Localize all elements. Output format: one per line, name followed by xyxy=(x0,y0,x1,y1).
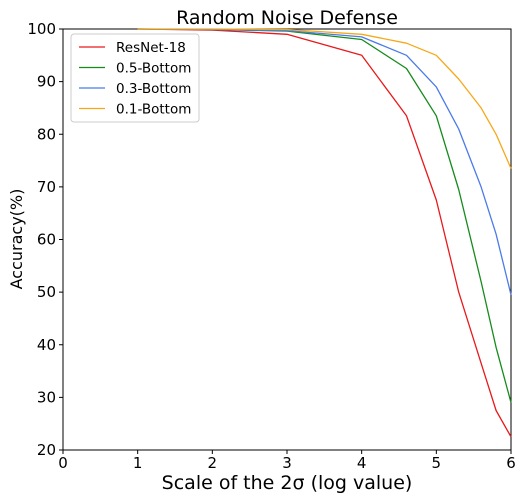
y-tick-label: 90 xyxy=(37,73,56,91)
legend-entry: 0.5-Bottom xyxy=(116,61,191,77)
x-tick-label: 6 xyxy=(506,454,515,472)
y-axis-label: Accuracy(%) xyxy=(7,189,26,290)
x-tick-label: 4 xyxy=(357,454,367,472)
y-tick-label: 30 xyxy=(37,388,56,406)
x-tick-label: 2 xyxy=(208,454,218,472)
x-tick-label: 3 xyxy=(282,454,292,472)
series-line-resnet-18 xyxy=(137,28,512,438)
series-lines xyxy=(137,28,512,438)
y-tick-label: 80 xyxy=(37,125,56,143)
y-tick-label: 70 xyxy=(37,178,56,196)
legend-entry: 0.1-Bottom xyxy=(116,102,191,118)
series-line-0-3-bottom xyxy=(137,28,512,295)
legend: ResNet-18 0.5-Bottom 0.3-Bottom 0.1-Bottom xyxy=(70,33,200,123)
x-tick-label: 5 xyxy=(432,454,442,472)
y-tick-label: 50 xyxy=(37,283,56,301)
legend-entry: 0.3-Bottom xyxy=(116,81,191,97)
y-tick-label: 40 xyxy=(37,336,56,354)
x-axis-label: Scale of the 2σ (log value) xyxy=(162,472,413,494)
series-line-0-1-bottom xyxy=(137,28,512,169)
x-tick-label: 1 xyxy=(133,454,143,472)
chart-title: Random Noise Defense xyxy=(176,7,398,29)
y-axis-ticks: 20 30 40 50 60 70 80 90 100 xyxy=(27,20,63,459)
y-tick-label: 60 xyxy=(37,231,56,249)
x-axis-ticks: 0 1 2 3 4 5 6 xyxy=(58,450,515,472)
y-tick-label: 20 xyxy=(37,441,56,459)
x-tick-label: 0 xyxy=(58,454,68,472)
y-tick-label: 100 xyxy=(27,20,56,38)
legend-box xyxy=(70,33,200,123)
legend-entry: ResNet-18 xyxy=(116,40,186,56)
